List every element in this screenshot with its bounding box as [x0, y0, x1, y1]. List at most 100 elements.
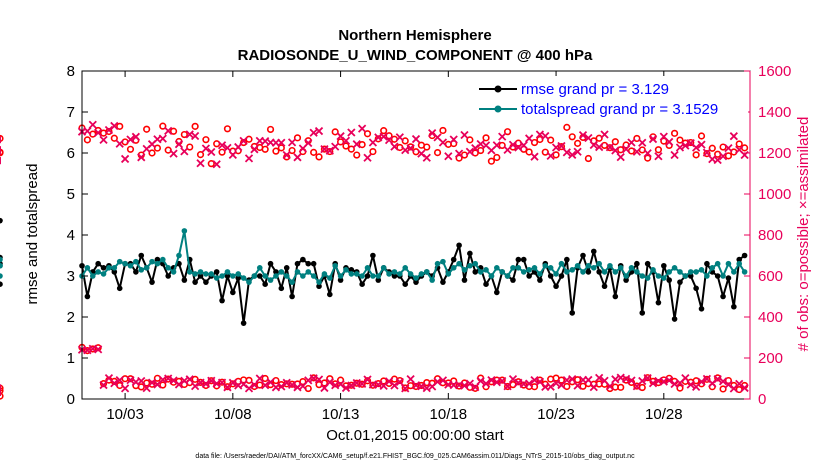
obs-assimilated-marker: [530, 152, 539, 161]
y-left-tick-label: 3: [67, 268, 75, 285]
marker-stroke: [131, 132, 141, 141]
marker-stroke: [670, 379, 679, 389]
obs-assimilated-marker: [514, 143, 523, 152]
rmse-point: [698, 306, 705, 312]
obs-possible-marker: [547, 136, 555, 144]
obs-assimilated-marker: [131, 132, 141, 141]
obs-possible-marker: [466, 136, 474, 144]
marker-stroke: [169, 376, 178, 385]
rmse-point: [230, 289, 236, 296]
obs-assimilated-marker: [331, 142, 340, 151]
obs-assimilated-marker: [83, 126, 92, 136]
obs-possible-marker: [137, 383, 145, 391]
marker-stroke: [562, 148, 571, 157]
marker-stroke: [379, 132, 388, 141]
rmse-point: [553, 283, 559, 290]
rmse-point: [725, 275, 732, 281]
marker-stroke: [395, 133, 404, 142]
marker-stroke: [686, 380, 695, 389]
rmse-point: [666, 277, 672, 283]
obs-possible-marker: [487, 157, 496, 165]
marker-stroke: [697, 377, 706, 386]
totalspread-point: [494, 265, 500, 271]
totalspread-point: [434, 260, 441, 267]
totalspread-point: [316, 279, 322, 285]
marker-stroke: [589, 140, 598, 150]
obs-assimilated-marker: [239, 380, 248, 389]
marker-stroke: [341, 136, 351, 145]
rmse-point: [494, 289, 500, 296]
obs-possible-marker: [218, 148, 226, 156]
obs-assimilated-marker: [568, 374, 577, 384]
obs-possible-marker: [724, 152, 733, 160]
marker-stroke: [244, 384, 254, 393]
marker-stroke: [519, 141, 528, 150]
obs-possible-marker: [708, 144, 716, 152]
y-left-tick-label: 4: [67, 227, 75, 244]
totalspread-point: [391, 269, 398, 275]
marker-stroke: [433, 133, 442, 142]
marker-stroke: [401, 145, 410, 155]
obs-assimilated-marker: [379, 132, 388, 141]
obs-assimilated-marker: [401, 145, 410, 155]
y-right-tick-label: 200: [758, 350, 783, 367]
rmse-point: [741, 252, 748, 259]
totalspread-point: [343, 267, 349, 273]
marker-stroke: [390, 381, 399, 390]
marker-stroke: [277, 138, 286, 147]
marker-stroke: [524, 134, 534, 143]
totalspread-point: [348, 271, 355, 277]
obs-possible-marker: [272, 147, 280, 155]
totalspread-point: [310, 273, 317, 279]
obs-possible-marker: [358, 380, 366, 388]
obs-assimilated-marker: [115, 139, 124, 148]
totalspread-point: [143, 265, 150, 271]
obs-possible-marker: [493, 153, 501, 162]
totalspread-point: [407, 271, 414, 277]
obs-possible-marker: [196, 151, 205, 159]
totalspread-point: [84, 265, 91, 271]
obs-assimilated-marker: [207, 147, 216, 157]
marker-stroke: [417, 382, 426, 391]
obs-possible-marker: [433, 148, 442, 157]
rmse-point: [273, 269, 279, 275]
obs-possible-marker: [342, 142, 350, 150]
marker-stroke: [164, 126, 173, 135]
marker-stroke: [137, 153, 146, 162]
marker-stroke: [110, 121, 119, 131]
marker-stroke: [126, 135, 135, 144]
rmse-point: [564, 256, 570, 263]
obs-possible-marker: [584, 154, 592, 163]
chart-subtitle: RADIOSONDE_U_WIND_COMPONENT @ 400 hPa: [238, 47, 593, 64]
obs-assimilated-marker: [702, 148, 712, 157]
marker-stroke: [217, 141, 227, 150]
obs-possible-marker: [676, 384, 684, 392]
marker-stroke: [605, 143, 615, 152]
obs-possible-marker: [116, 122, 124, 130]
marker-stroke: [729, 132, 738, 141]
obs-possible-marker: [191, 122, 199, 130]
marker-stroke: [530, 376, 539, 385]
marker-stroke: [638, 376, 647, 386]
axes-box: [81, 70, 751, 400]
marker-stroke: [239, 380, 248, 389]
totalspread-point: [698, 267, 705, 273]
marker-stroke: [681, 373, 690, 383]
rmse-point: [644, 260, 651, 267]
obs-possible-marker: [299, 377, 307, 386]
marker-stroke: [266, 378, 275, 387]
obs-assimilated-marker: [735, 379, 744, 388]
totalspread-point: [574, 262, 581, 269]
totalspread-point: [375, 273, 382, 279]
rmse-point: [714, 273, 721, 279]
marker-stroke: [153, 135, 162, 144]
totalspread-point: [537, 271, 543, 277]
marker-stroke: [314, 375, 324, 384]
totalspread-point: [283, 273, 290, 279]
marker-stroke: [595, 373, 604, 383]
marker-stroke: [169, 149, 178, 158]
totalspread-point: [122, 260, 128, 267]
totalspread-point: [499, 269, 505, 275]
rmse-point: [203, 279, 209, 285]
rmse-point: [224, 273, 231, 279]
